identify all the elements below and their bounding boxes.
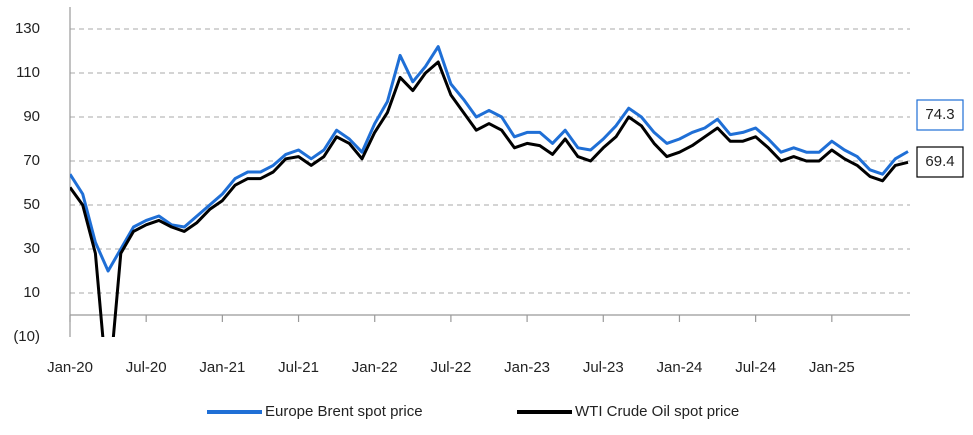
y-tick-label: 10 bbox=[23, 284, 40, 301]
end-label: 69.4 bbox=[925, 153, 954, 170]
y-tick-label: 130 bbox=[15, 20, 40, 37]
end-label-box bbox=[916, 99, 964, 131]
x-tick-label: Jul-24 bbox=[735, 359, 776, 376]
x-tick-label: Jul-23 bbox=[583, 359, 624, 376]
series-line bbox=[70, 45, 909, 273]
y-tick-label: 90 bbox=[23, 108, 40, 125]
y-tick-label: (10) bbox=[13, 328, 40, 345]
x-tick-label: Jan-20 bbox=[47, 359, 93, 376]
x-tick-label: Jul-22 bbox=[430, 359, 471, 376]
end-label: 74.3 bbox=[925, 106, 954, 123]
x-tick-label: Jan-23 bbox=[504, 359, 550, 376]
x-tick-label: Jan-25 bbox=[809, 359, 855, 376]
x-tick-label: Jan-24 bbox=[657, 359, 703, 376]
x-tick-label: Jul-20 bbox=[126, 359, 167, 376]
series-line bbox=[70, 60, 909, 337]
end-label-box bbox=[916, 146, 964, 178]
plot-area bbox=[70, 45, 909, 337]
y-tick-label: 70 bbox=[23, 152, 40, 169]
legend-label: Europe Brent spot price bbox=[265, 403, 423, 420]
x-tick-label: Jul-21 bbox=[278, 359, 319, 376]
y-tick-label: 110 bbox=[16, 64, 40, 81]
y-tick-label: 30 bbox=[23, 240, 40, 257]
x-tick-label: Jan-22 bbox=[352, 359, 398, 376]
x-tick-label: Jan-21 bbox=[199, 359, 245, 376]
legend-label: WTI Crude Oil spot price bbox=[575, 403, 739, 420]
y-tick-label: 50 bbox=[23, 196, 40, 213]
